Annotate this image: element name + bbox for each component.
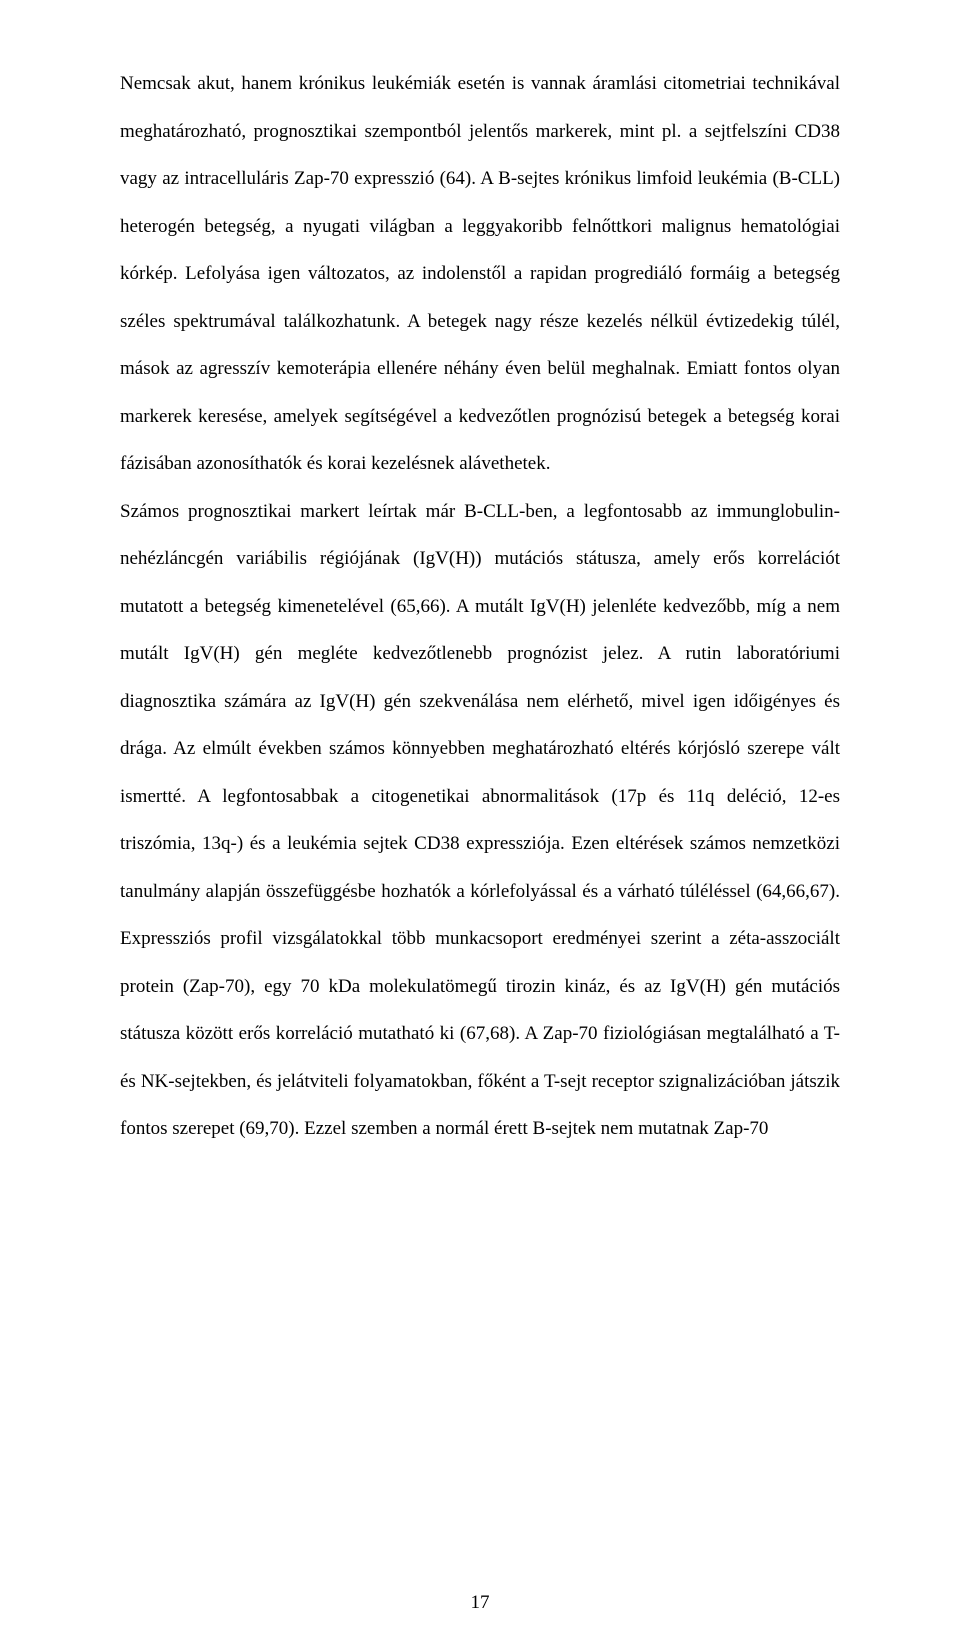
document-page: Nemcsak akut, hanem krónikus leukémiák e…: [0, 0, 960, 1649]
page-number: 17: [0, 1592, 960, 1614]
body-paragraph-2: Számos prognosztikai markert leírtak már…: [120, 488, 840, 1153]
body-paragraph-1: Nemcsak akut, hanem krónikus leukémiák e…: [120, 60, 840, 488]
